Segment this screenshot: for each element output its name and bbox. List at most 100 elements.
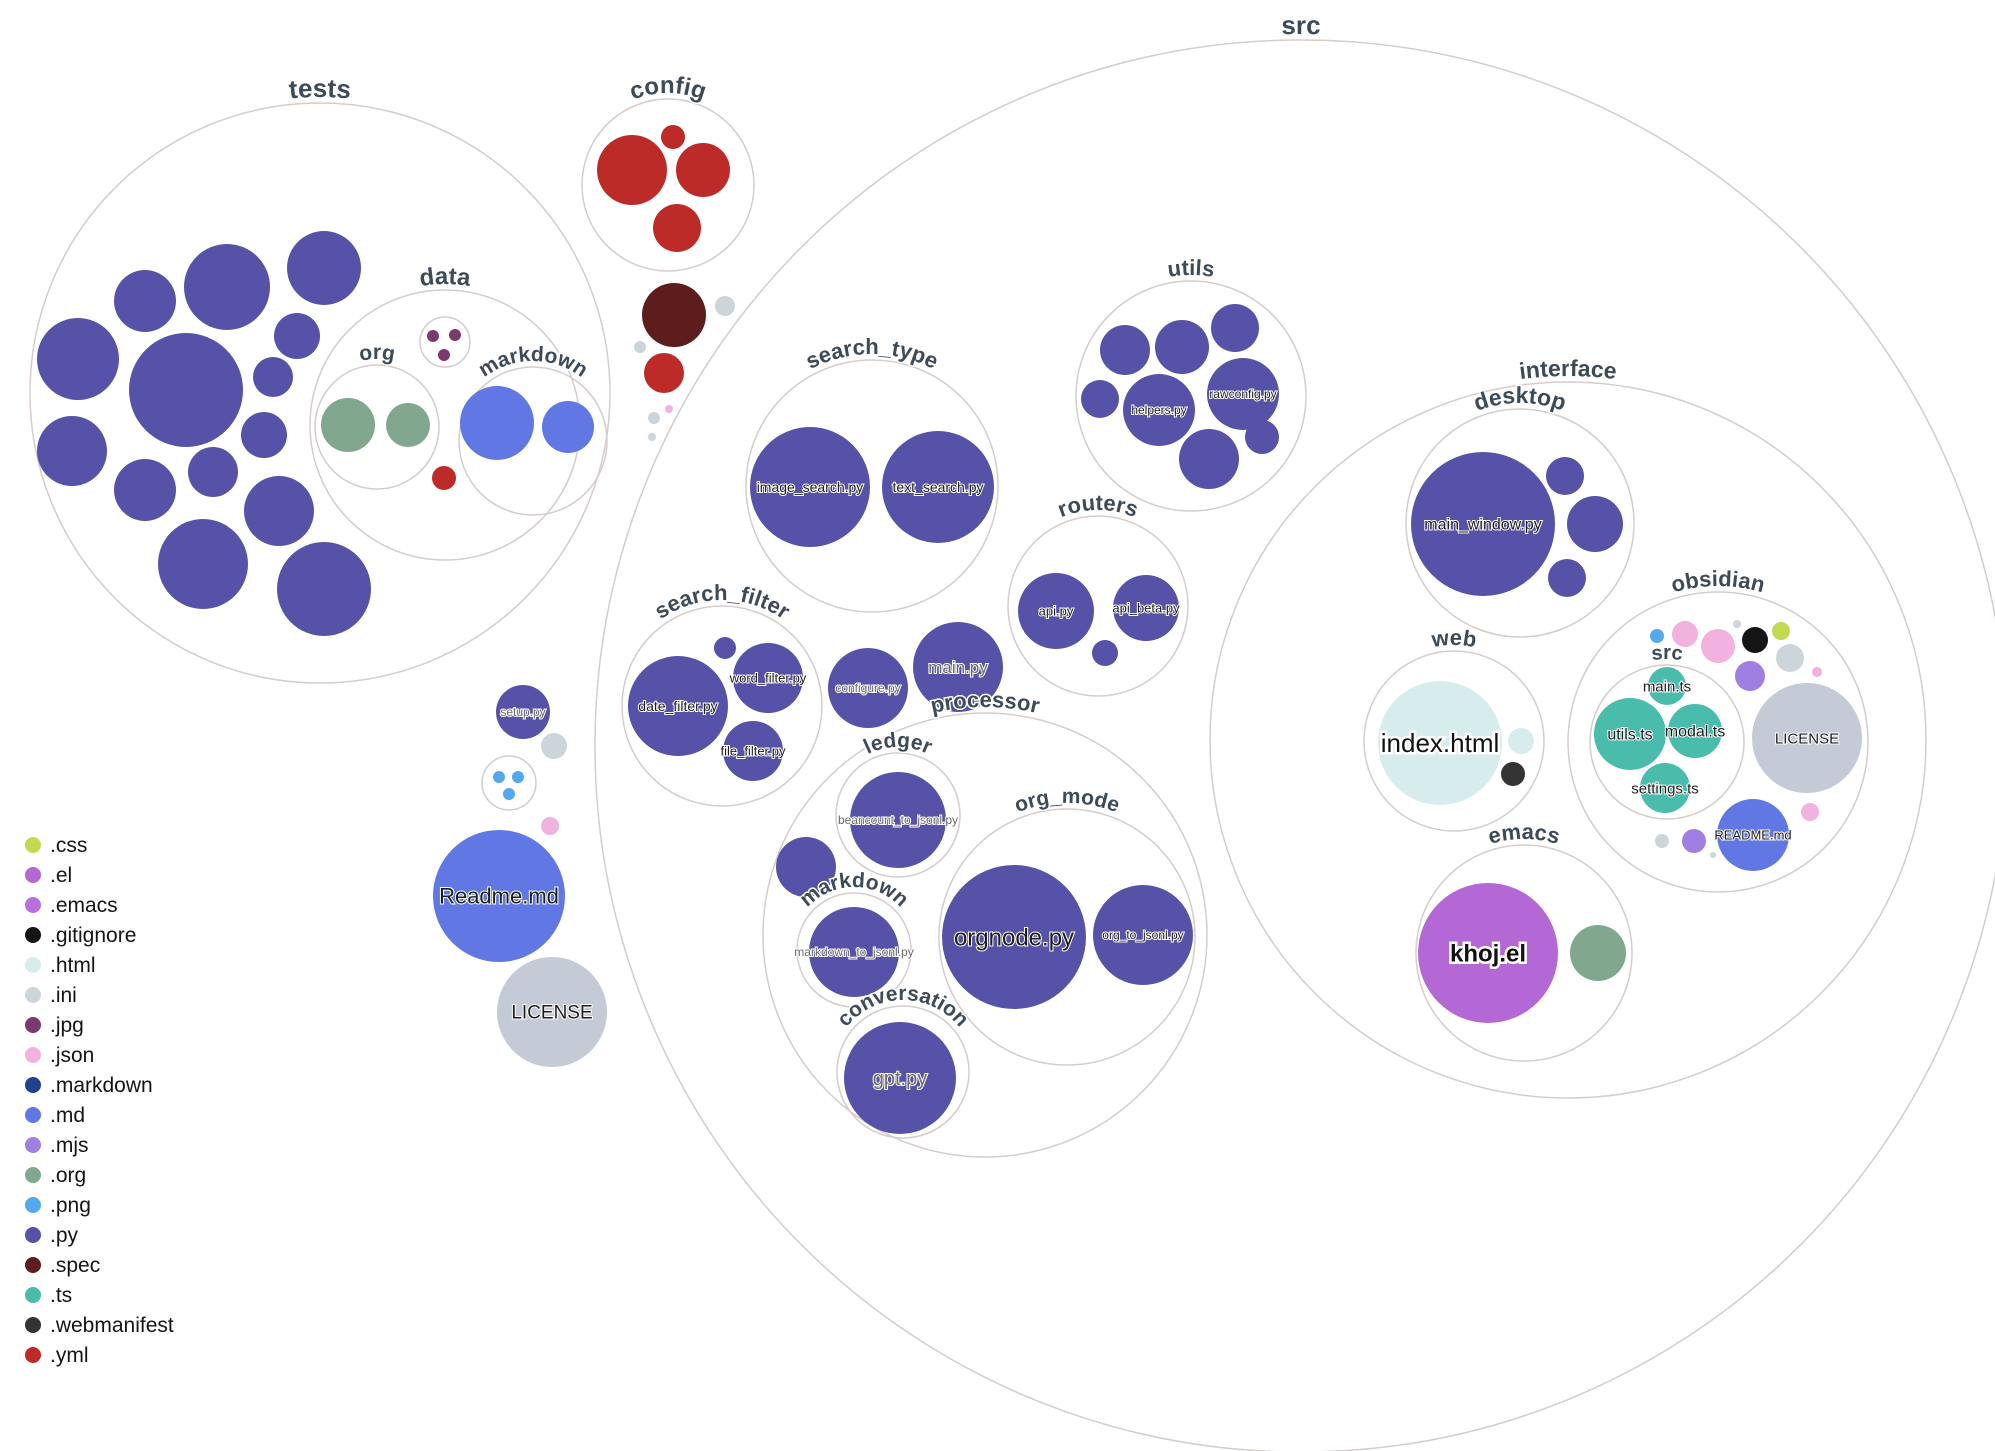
file-org-circle-18[interactable] — [386, 403, 430, 447]
file-py-circle-3[interactable] — [274, 313, 320, 359]
file-LICENSE-circle-77[interactable] — [1752, 683, 1862, 793]
file-py-circle-8[interactable] — [37, 416, 107, 486]
file-ini-circle-34[interactable] — [541, 733, 567, 759]
file-file_filter.py-circle-45[interactable] — [723, 721, 783, 781]
file-py-circle-6[interactable] — [253, 357, 293, 397]
file-py-circle-69[interactable] — [1548, 559, 1586, 597]
file-settings.ts-circle-76[interactable] — [1640, 763, 1690, 813]
file-py-circle-61[interactable] — [1155, 320, 1209, 374]
file-py-circle-67[interactable] — [1546, 457, 1584, 495]
dir-org-circle-2[interactable] — [314, 364, 440, 490]
file-py-circle-7[interactable] — [241, 412, 287, 458]
file-html-circle-71[interactable] — [1508, 728, 1534, 754]
dir-web-circle-19[interactable] — [1363, 650, 1545, 832]
file-README.md-circle-78[interactable] — [1717, 799, 1789, 871]
file-ini-circle-91[interactable] — [1710, 852, 1716, 858]
dir-src-circle-21[interactable] — [1589, 664, 1745, 820]
dir-search_filter-circle-9[interactable] — [621, 605, 823, 807]
file-json-circle-87[interactable] — [1812, 667, 1822, 677]
dir-emacs-circle-22[interactable] — [1415, 844, 1633, 1062]
file-py-circle-49[interactable] — [776, 837, 836, 897]
file-py-circle-60[interactable] — [1100, 325, 1150, 375]
file-modal.ts-circle-75[interactable] — [1668, 704, 1722, 758]
file-py-circle-11[interactable] — [244, 476, 314, 546]
file-png-circle-79[interactable] — [1650, 629, 1664, 643]
dir-unnamed-circle-6[interactable] — [481, 755, 537, 811]
file-py-circle-62[interactable] — [1211, 304, 1259, 352]
file-ini-circle-32[interactable] — [648, 433, 656, 441]
file-yml-circle-24[interactable] — [676, 143, 730, 197]
dir-routers-circle-15[interactable] — [1007, 515, 1189, 697]
file-py-circle-4[interactable] — [37, 318, 119, 400]
dir-ledger-circle-11[interactable] — [835, 752, 961, 878]
file-main_window.py-circle-66[interactable] — [1411, 452, 1555, 596]
file-py-circle-9[interactable] — [114, 459, 176, 521]
file-main.ts-circle-73[interactable] — [1648, 667, 1686, 705]
file-py-circle-5[interactable] — [129, 333, 243, 447]
file-yml-circle-25[interactable] — [653, 204, 701, 252]
file-json-circle-38[interactable] — [541, 817, 559, 835]
file-setup.py-circle-33[interactable] — [496, 685, 550, 739]
dir-search_type-circle-8[interactable] — [745, 359, 999, 613]
dir-unnamed-circle-4[interactable] — [419, 316, 471, 368]
file-py-circle-12[interactable] — [158, 519, 248, 609]
dir-interface-circle-17[interactable] — [1209, 381, 1927, 1099]
file-json-circle-80[interactable] — [1672, 621, 1698, 647]
file-py-circle-0[interactable] — [184, 244, 270, 330]
file-jpg-circle-14[interactable] — [427, 330, 439, 342]
file-gitignore-circle-83[interactable] — [1742, 627, 1768, 653]
file-khoj.el-circle-92[interactable] — [1418, 883, 1558, 1023]
file-py-circle-1[interactable] — [114, 270, 176, 332]
dir-obsidian-circle-20[interactable] — [1567, 591, 1869, 893]
file-spec-circle-26[interactable] — [642, 283, 706, 347]
file-org-circle-17[interactable] — [321, 398, 375, 452]
file-yml-circle-21[interactable] — [432, 466, 456, 490]
file-mjs-circle-85[interactable] — [1735, 661, 1765, 691]
file-markdown_to_jsonl.py-circle-51[interactable] — [809, 907, 899, 997]
file-text_search.py-circle-42[interactable] — [882, 431, 994, 543]
file-md-circle-19[interactable] — [460, 386, 534, 460]
file-json-circle-30[interactable] — [665, 405, 673, 413]
file-md-circle-20[interactable] — [542, 401, 594, 453]
file-date_filter.py-circle-43[interactable] — [628, 656, 728, 756]
file-ini-circle-27[interactable] — [715, 296, 735, 316]
file-configure.py-circle-47[interactable] — [828, 648, 908, 728]
file-png-circle-36[interactable] — [512, 771, 524, 783]
file-Readme.md-circle-39[interactable] — [433, 830, 565, 962]
file-orgnode.py-circle-52[interactable] — [942, 865, 1086, 1009]
file-py-circle-65[interactable] — [1245, 420, 1279, 454]
dir-markdown-circle-3[interactable] — [458, 366, 608, 516]
file-org_to_jsonl.py-circle-53[interactable] — [1093, 885, 1193, 985]
dir-tests-circle-0[interactable] — [29, 102, 611, 684]
file-utils.ts-circle-74[interactable] — [1594, 698, 1666, 770]
dir-src-circle-7[interactable] — [594, 39, 1995, 1451]
file-png-circle-37[interactable] — [503, 788, 515, 800]
file-ini-circle-82[interactable] — [1733, 620, 1741, 628]
dir-utils-circle-16[interactable] — [1075, 280, 1307, 512]
file-py-circle-68[interactable] — [1567, 496, 1623, 552]
dir-config-circle-5[interactable] — [581, 98, 755, 272]
file-index.html-circle-70[interactable] — [1378, 681, 1502, 805]
file-py-circle-2[interactable] — [287, 231, 361, 305]
file-org-circle-93[interactable] — [1570, 925, 1626, 981]
file-webmanifest-circle-72[interactable] — [1501, 762, 1525, 786]
file-beancount_to_jsonl.py-circle-50[interactable] — [850, 772, 946, 868]
file-api_beta.py-circle-56[interactable] — [1113, 575, 1179, 641]
dir-conversation-circle-14[interactable] — [836, 1005, 970, 1139]
file-ini-circle-88[interactable] — [1655, 834, 1669, 848]
file-yml-circle-23[interactable] — [661, 125, 685, 149]
dir-org_mode-circle-13[interactable] — [938, 808, 1196, 1066]
file-image_search.py-circle-41[interactable] — [750, 427, 870, 547]
file-py-circle-46[interactable] — [714, 637, 736, 659]
file-helpers.py-circle-58[interactable] — [1123, 374, 1195, 446]
file-ini-circle-31[interactable] — [648, 412, 660, 424]
file-word_filter.py-circle-44[interactable] — [733, 643, 803, 713]
file-css-circle-84[interactable] — [1772, 622, 1790, 640]
file-ini-circle-28[interactable] — [634, 341, 646, 353]
file-LICENSE-circle-40[interactable] — [497, 957, 607, 1067]
file-yml-circle-29[interactable] — [644, 353, 684, 393]
file-ini-circle-86[interactable] — [1776, 644, 1804, 672]
file-jpg-circle-15[interactable] — [449, 329, 461, 341]
dir-desktop-circle-18[interactable] — [1405, 408, 1635, 638]
file-rawconfig.py-circle-59[interactable] — [1207, 358, 1279, 430]
